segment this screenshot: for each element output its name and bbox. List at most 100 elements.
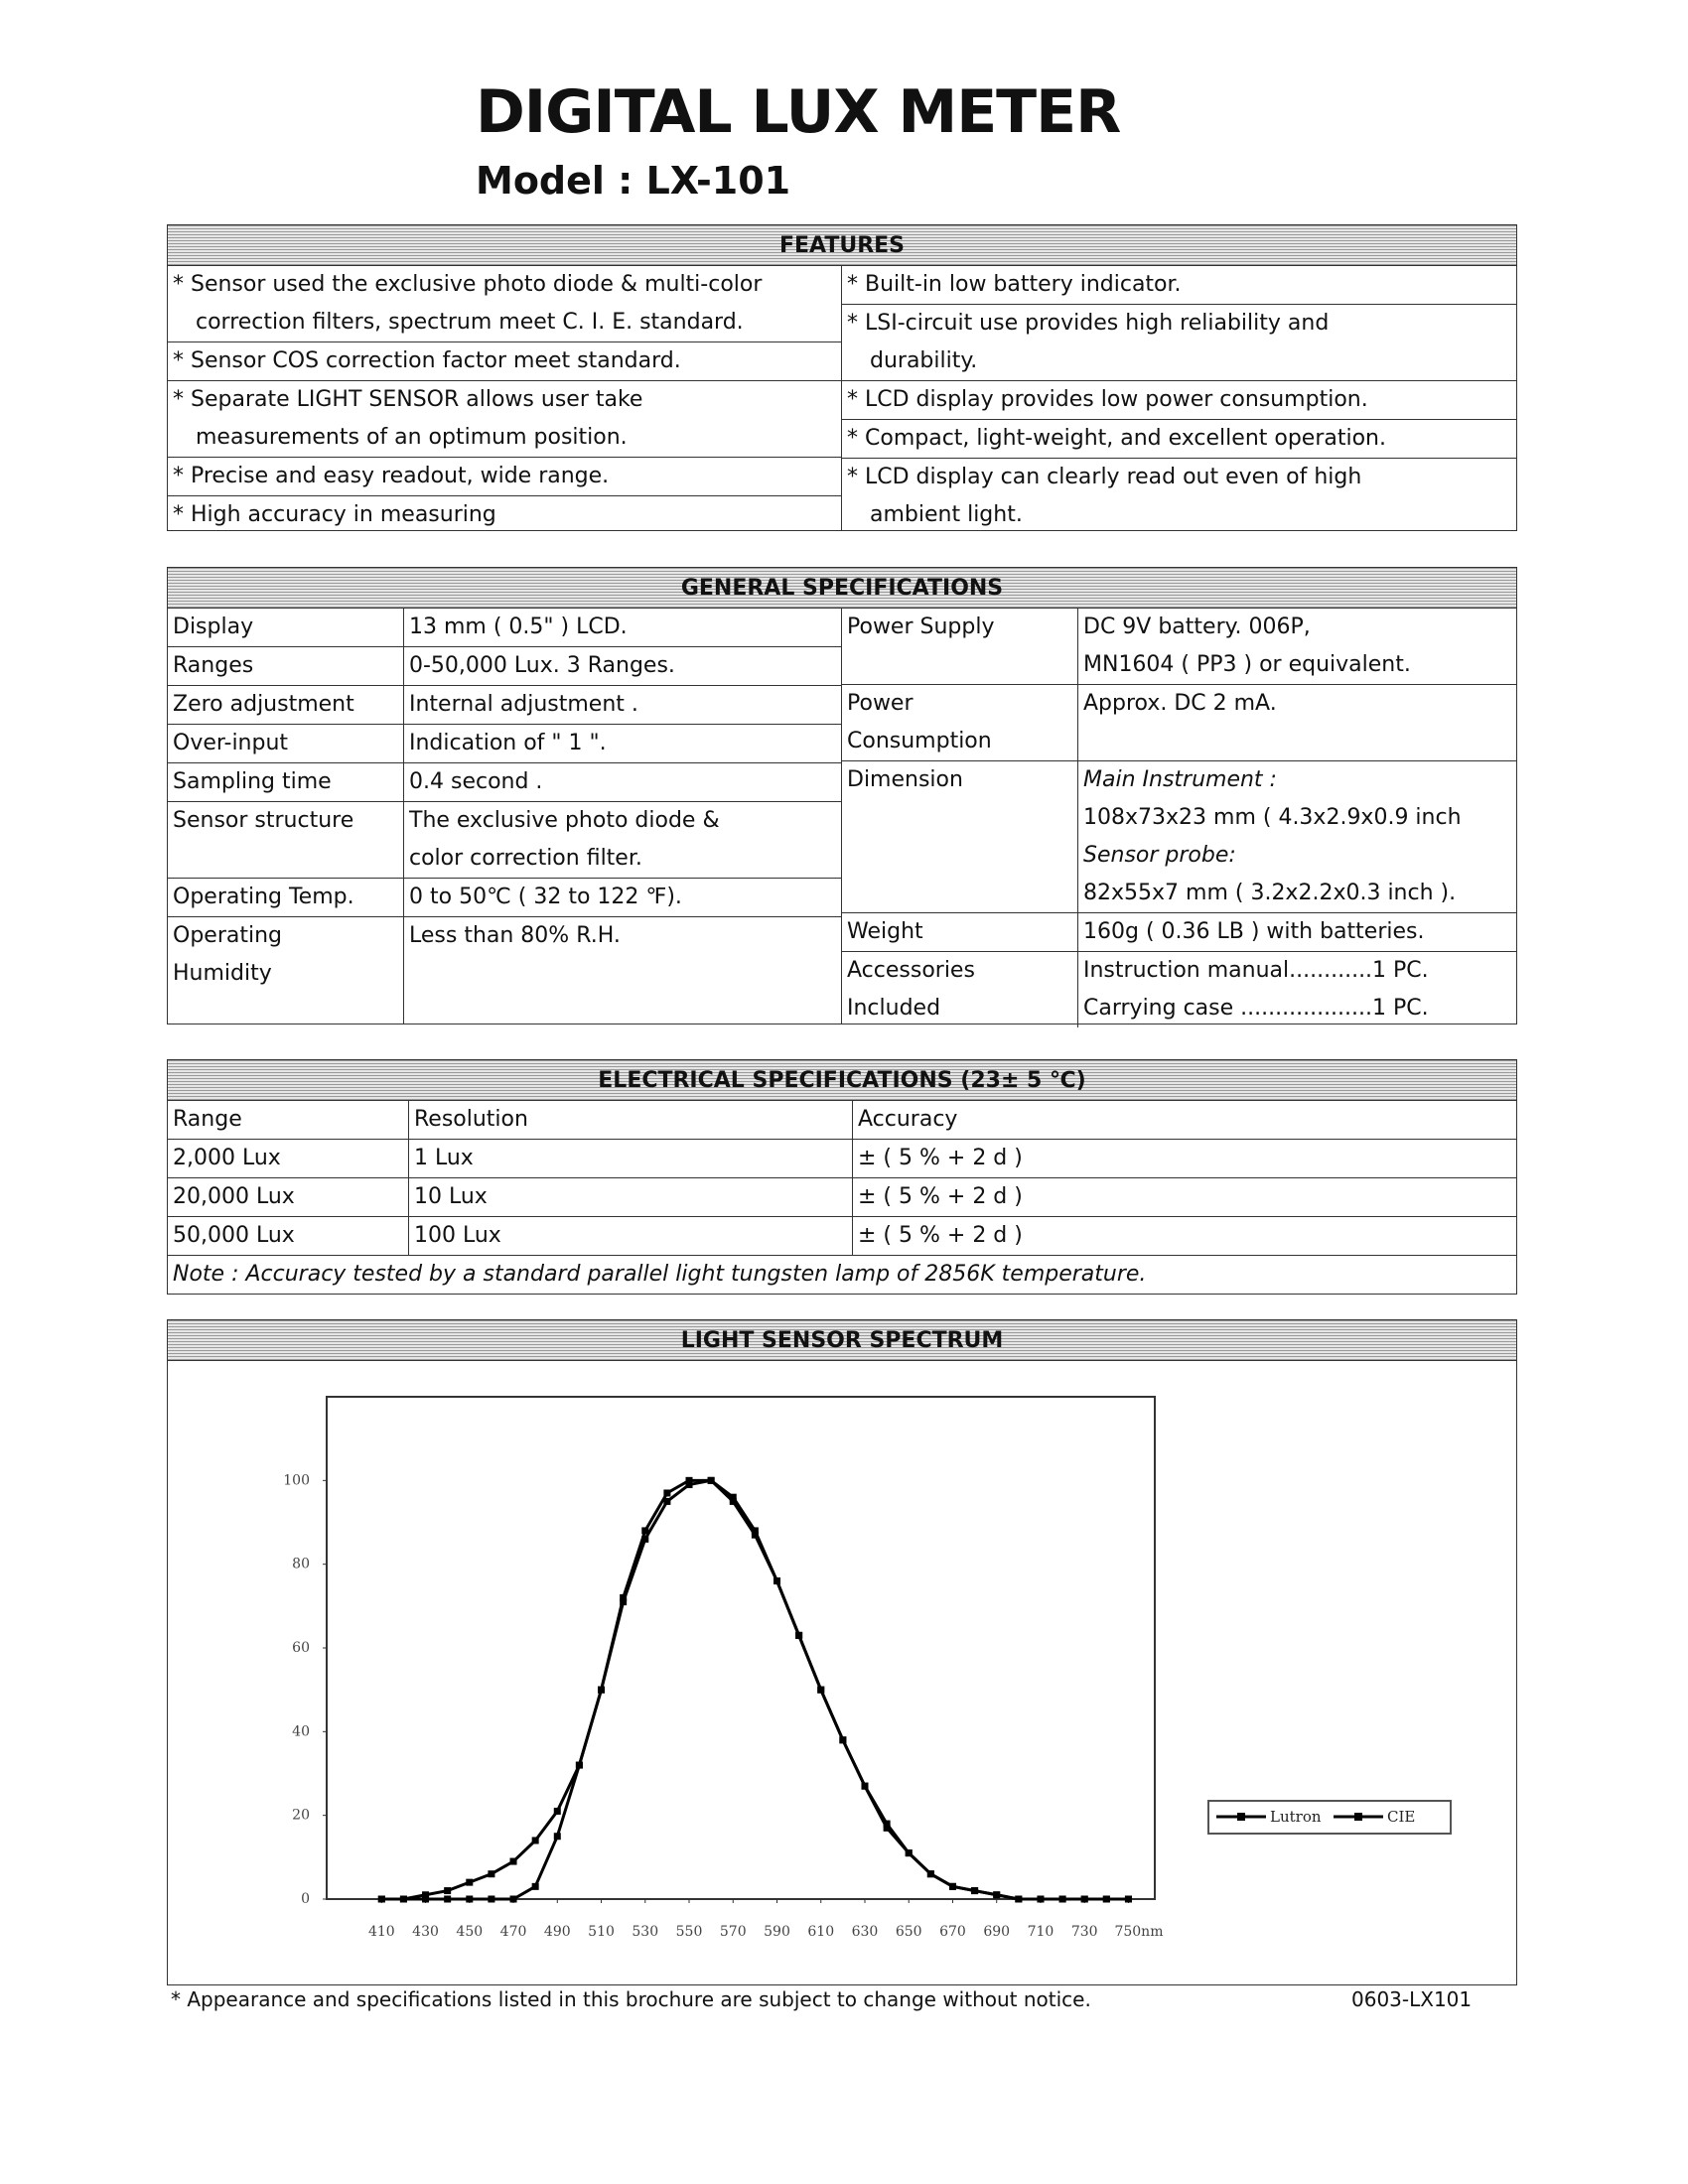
feature-item: * LCD display provides low power consump… <box>842 381 1516 420</box>
spec-value-cell: 160g ( 0.36 LB ) with batteries. <box>1078 913 1516 951</box>
spec-value-cell: 0-50,000 Lux. 3 Ranges. <box>404 647 841 685</box>
x-tick-label: 490 <box>544 1924 571 1940</box>
feature-text: correction filters, spectrum meet C. I. … <box>196 310 744 335</box>
spec-label-cell: Weight <box>842 913 1078 951</box>
column-header: Range <box>168 1101 409 1139</box>
series-line <box>381 1478 1129 1901</box>
feature-text: durability. <box>870 348 978 373</box>
title: DIGITAL LUX METER <box>476 77 1121 147</box>
spectrum-box: LIGHT SENSOR SPECTRUM <box>167 1319 1517 1985</box>
footer-notice: * Appearance and specifications listed i… <box>171 1987 1091 2011</box>
cell: ± ( 5 % + 2 d ) <box>858 1184 1023 1209</box>
point <box>444 1895 452 1903</box>
x-tick-label: 730 <box>1071 1924 1098 1940</box>
cell: 20,000 Lux <box>168 1178 409 1216</box>
spec-value: 0 to 50℃ ( 32 to 122 ℉). <box>409 885 682 909</box>
footer-code: 0603-LX101 <box>1351 1987 1473 2011</box>
point <box>509 1857 517 1865</box>
spec-label: Humidity <box>173 961 272 986</box>
x-tick-label: 450 <box>456 1924 483 1940</box>
feature-text: * Built-in low battery indicator. <box>847 272 1182 297</box>
point <box>663 1497 671 1505</box>
general-right: Power Supply DC 9V battery. 006P, MN1604 (… <box>842 609 1516 1027</box>
cell: 1 Lux <box>409 1140 853 1177</box>
general-left: Display 13 mm ( 0.5" ) LCD. Ranges 0-50,000… <box>168 609 842 1024</box>
spec-label-cell: Operating Temp. <box>168 879 404 916</box>
feature-text: * Compact, light-weight, and excellent o… <box>847 426 1386 451</box>
feature-item: * Precise and easy readout, wide range. <box>168 458 841 496</box>
y-tick-label: 0 <box>301 1891 310 1907</box>
electrical-row: 2,000 Lux 1 Lux ± ( 5 % + 2 d ) <box>168 1140 1516 1178</box>
point <box>685 1476 693 1484</box>
x-tick-label: 510 <box>588 1924 615 1940</box>
spec-label: Power <box>847 691 914 716</box>
spec-value-cell: The exclusive photo diode & color correct… <box>404 802 841 878</box>
spec-row: Over-input Indication of " 1 ". <box>168 725 841 763</box>
point <box>488 1870 495 1878</box>
spec-value: Carrying case ...................1 PC. <box>1083 996 1429 1021</box>
general-heading: GENERAL SPECIFICATIONS <box>168 568 1516 609</box>
point <box>1102 1895 1110 1903</box>
point <box>620 1598 628 1606</box>
spec-row: Display 13 mm ( 0.5" ) LCD. <box>168 609 841 647</box>
feature-item: * Sensor COS correction factor meet stan… <box>168 342 841 381</box>
electrical-heading: ELECTRICAL SPECIFICATIONS (23± 5 ℃) <box>168 1060 1516 1101</box>
point <box>729 1497 737 1505</box>
model: Model : LX-101 <box>476 159 791 203</box>
feature-text: * Sensor used the exclusive photo diode … <box>173 272 763 297</box>
point <box>1124 1895 1132 1903</box>
spec-value: Main Instrument : <box>1083 767 1277 792</box>
point <box>774 1577 781 1585</box>
spec-value-cell: Less than 80% R.H. <box>404 917 841 1024</box>
point <box>751 1531 759 1539</box>
feature-text: * LCD display can clearly read out even … <box>847 465 1362 489</box>
point <box>1080 1895 1088 1903</box>
legend-marker <box>1354 1813 1362 1821</box>
general-table: GENERAL SPECIFICATIONS Display 13 mm ( 0.… <box>167 567 1517 1027</box>
point <box>839 1736 847 1744</box>
point <box>488 1895 495 1903</box>
spec-value: Less than 80% R.H. <box>409 923 621 948</box>
features-left: * Sensor used the exclusive photo diode … <box>168 266 842 530</box>
point <box>641 1535 649 1543</box>
spec-label-cell: Accessories Included <box>842 952 1078 1027</box>
column-header: Resolution <box>409 1101 853 1139</box>
cell: 10 Lux <box>409 1178 853 1216</box>
cell: ± ( 5 % + 2 d ) <box>858 1223 1023 1248</box>
series-line <box>381 1478 1129 1901</box>
electrical-row: 50,000 Lux 100 Lux ± ( 5 % + 2 d ) <box>168 1217 1516 1256</box>
y-tick-label: 60 <box>292 1640 310 1656</box>
spec-label: Accessories <box>847 958 975 983</box>
feature-text: * Precise and easy readout, wide range. <box>173 464 610 488</box>
spec-value-cell: Indication of " 1 ". <box>404 725 841 762</box>
point <box>905 1849 913 1857</box>
x-tick-label: 570 <box>720 1924 747 1940</box>
spec-label-cell: Power Consumption <box>842 685 1078 760</box>
cell: 100 Lux <box>409 1217 853 1255</box>
spec-row: Dimension Main Instrument : 108x73x23 mm (… <box>842 761 1516 913</box>
point <box>553 1833 561 1841</box>
spec-label-cell: Dimension <box>842 761 1078 912</box>
spec-row: Operating Temp. 0 to 50℃ ( 32 to 122 ℉). <box>168 879 841 917</box>
electrical-row: 20,000 Lux 10 Lux ± ( 5 % + 2 d ) <box>168 1178 1516 1217</box>
point <box>575 1761 583 1769</box>
feature-text: * LCD display provides low power consump… <box>847 387 1368 412</box>
point <box>883 1820 891 1828</box>
spec-row: Weight 160g ( 0.36 LB ) with batteries. <box>842 913 1516 952</box>
feature-text: * High accuracy in measuring <box>173 502 496 527</box>
point <box>971 1887 979 1895</box>
electrical-header-row: Range Resolution Accuracy <box>168 1101 1516 1140</box>
spec-value: Sensor probe: <box>1083 843 1236 868</box>
x-tick-label: 410 <box>368 1924 395 1940</box>
x-tick-label: 530 <box>632 1924 658 1940</box>
spec-value: Internal adjustment . <box>409 692 638 717</box>
cell: ± ( 5 % + 2 d ) <box>858 1146 1023 1170</box>
point <box>553 1807 561 1815</box>
spec-value: 13 mm ( 0.5" ) LCD. <box>409 614 628 639</box>
spec-value: 108x73x23 mm ( 4.3x2.9x0.9 inch <box>1083 805 1462 830</box>
spec-label-cell: Over-input <box>168 725 404 762</box>
point <box>444 1887 452 1895</box>
spec-row: Accessories Included Instruction manual...… <box>842 952 1516 1027</box>
spec-label-cell: Sampling time <box>168 763 404 801</box>
